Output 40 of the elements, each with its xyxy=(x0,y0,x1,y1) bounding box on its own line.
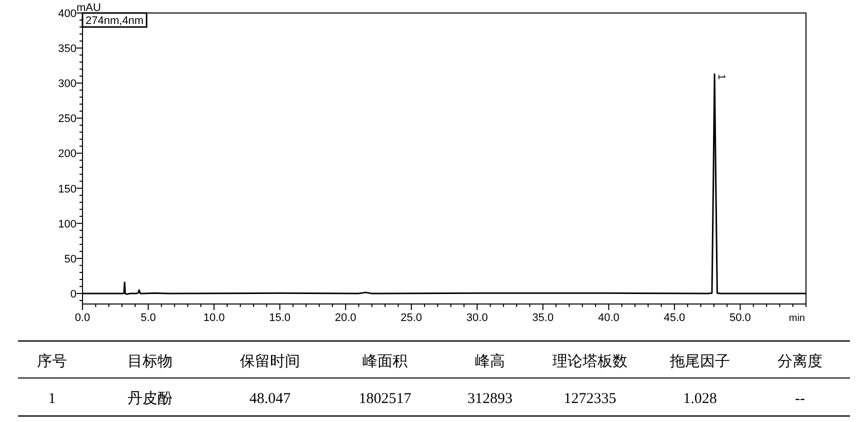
text: 48.047 xyxy=(249,391,292,407)
text: 1802517 xyxy=(358,391,412,407)
text: -- xyxy=(795,391,805,407)
text: 保留时间 xyxy=(240,353,300,370)
x-tick-label: 50.0 xyxy=(730,312,751,324)
y-tick-label: 100 xyxy=(58,218,76,230)
y-tick-label: 150 xyxy=(58,183,76,196)
text: 序号 xyxy=(37,353,67,370)
text: 1.028 xyxy=(683,391,717,407)
x-tick-label: 15.0 xyxy=(269,312,291,324)
annotation: 274nm,4nm xyxy=(86,15,144,27)
text: 峰面积 xyxy=(362,353,408,370)
y-tick-label: 0 xyxy=(70,288,76,300)
y-tick-label: 200 xyxy=(58,148,76,160)
text: 1272335 xyxy=(564,391,616,407)
y-tick-label: 350 xyxy=(58,43,76,56)
x-axis-title: min xyxy=(788,313,805,324)
y-tick-label: 300 xyxy=(58,78,76,90)
x-tick-label: 45.0 xyxy=(664,312,686,324)
text: 分离度 xyxy=(778,353,822,370)
x-tick-label: 0.0 xyxy=(74,312,90,324)
x-tick-label: 25.0 xyxy=(400,312,422,324)
text: 312893 xyxy=(468,391,512,407)
text: 目标物 xyxy=(128,353,172,370)
x-tick-label: 20.0 xyxy=(334,312,356,324)
text: 峰高 xyxy=(475,353,505,370)
text: 1 xyxy=(48,391,56,407)
y-tick-label: 250 xyxy=(58,113,76,126)
x-tick-label: 10.0 xyxy=(203,312,225,324)
x-tick-label: 40.0 xyxy=(598,312,620,324)
x-tick-label: 30.0 xyxy=(466,312,488,324)
y-tick-label: 400 xyxy=(58,8,76,20)
text: 丹皮酚 xyxy=(128,390,172,407)
x-tick-label: 35.0 xyxy=(532,312,554,324)
annotation: 1 xyxy=(716,74,727,80)
x-tick-label: 5.0 xyxy=(140,312,156,324)
text: 理论塔板数 xyxy=(552,353,628,370)
text: 拖尾因子 xyxy=(669,353,730,370)
y-axis-title: mAU xyxy=(76,2,101,14)
y-tick-label: 50 xyxy=(64,253,76,266)
